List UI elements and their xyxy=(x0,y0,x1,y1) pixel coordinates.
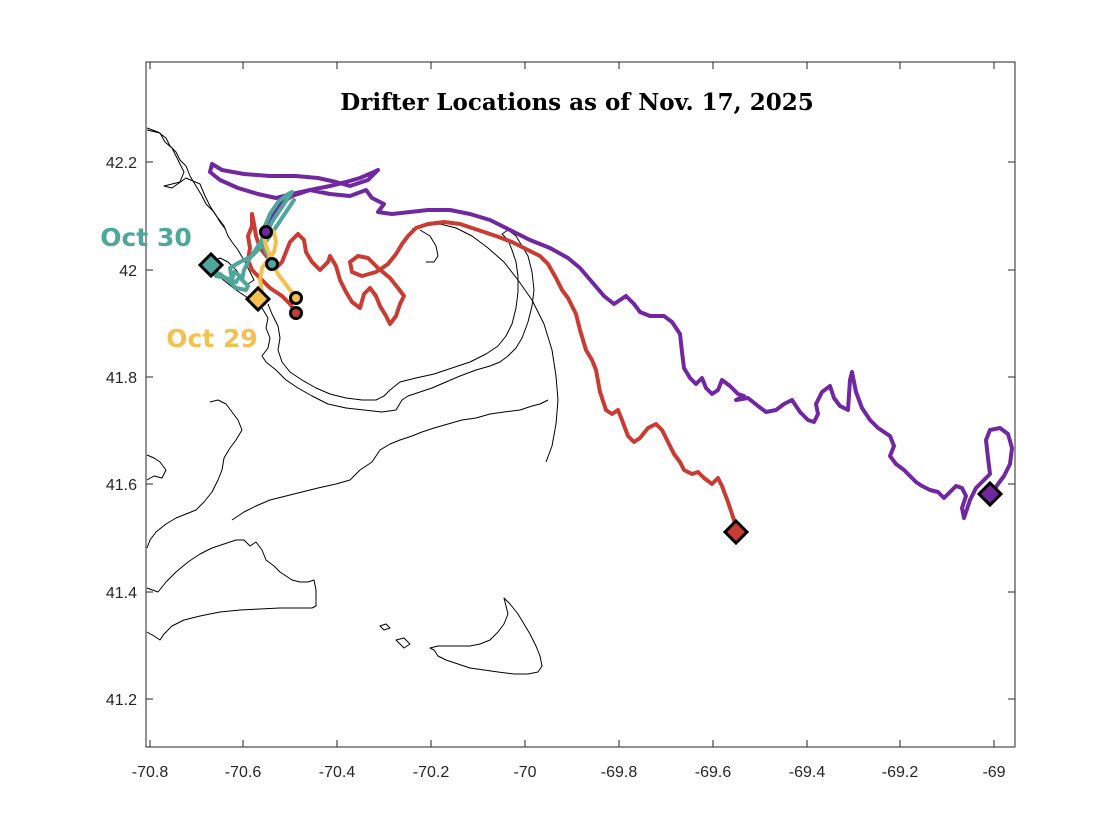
x-tick-label: -70.8 xyxy=(132,764,169,781)
deploy-marker-teal xyxy=(265,257,279,271)
x-tick-label: -70.6 xyxy=(225,764,262,781)
y-tick-label: 41.2 xyxy=(106,692,137,709)
y-ticks xyxy=(146,161,1015,700)
x-tick-label: -69.2 xyxy=(882,764,919,781)
y-tick-label: 41.6 xyxy=(106,477,137,494)
x-tick-label: -69.8 xyxy=(601,764,638,781)
y-tick-label: 41.8 xyxy=(106,370,137,387)
x-ticks xyxy=(149,62,995,747)
x-tick-label: -69 xyxy=(982,764,1005,781)
x-tick-labels: -70.8 -70.6 -70.4 -70.2 -70 -69.8 -69.6 … xyxy=(132,764,1006,781)
axes-box xyxy=(145,61,1016,748)
x-tick-label: -69.4 xyxy=(789,764,826,781)
label-oct-29: Oct 29 xyxy=(166,324,258,353)
x-tick-label: -70.4 xyxy=(319,764,356,781)
y-tick-label: 42 xyxy=(119,263,137,280)
y-tick-label: 42.2 xyxy=(106,155,137,172)
chart-title: Drifter Locations as of Nov. 17, 2025 xyxy=(340,89,813,116)
x-tick-label: -70 xyxy=(513,764,536,781)
x-tick-label: -70.2 xyxy=(413,764,450,781)
current-marker-teal xyxy=(197,251,225,279)
label-oct-30: Oct 30 xyxy=(100,223,192,252)
current-marker-yellow xyxy=(244,285,272,313)
track-teal xyxy=(210,190,296,292)
current-marker-red xyxy=(722,518,750,546)
current-marker-purple xyxy=(976,480,1004,508)
deploy-marker-red xyxy=(289,306,303,320)
track-red xyxy=(246,212,738,534)
y-tick-labels: 42.2 42 41.8 41.6 41.4 41.2 xyxy=(106,155,137,709)
x-tick-label: -69.6 xyxy=(695,764,732,781)
y-tick-label: 41.4 xyxy=(106,585,137,602)
track-purple xyxy=(208,162,1014,520)
coastline xyxy=(146,127,559,675)
deploy-marker-purple xyxy=(259,225,273,239)
deploy-marker-yellow xyxy=(289,291,303,305)
